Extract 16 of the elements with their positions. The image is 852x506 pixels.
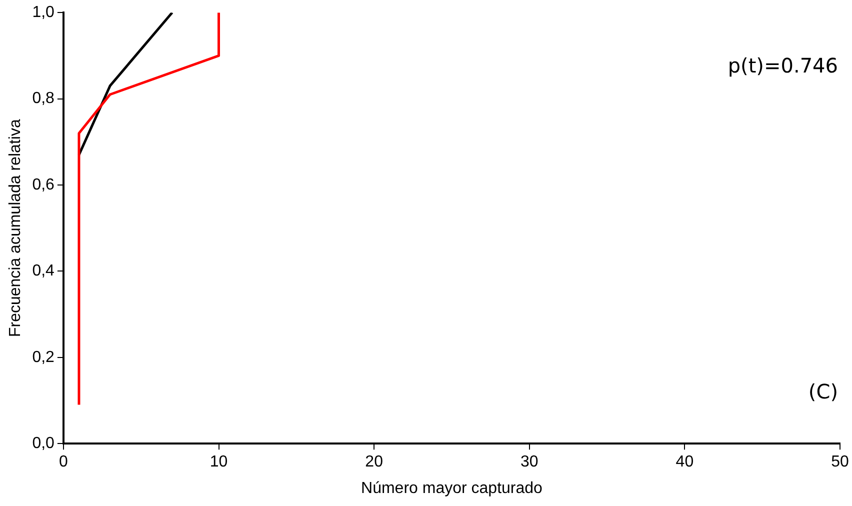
y-tick-label: 0,6	[32, 176, 55, 194]
x-tick-label: 10	[210, 454, 228, 471]
annotation: p(t)=0.746	[728, 54, 838, 78]
y-tick-label: 0,4	[32, 262, 55, 280]
x-tick-label: 0	[58, 454, 68, 471]
annotation: (C)	[808, 380, 838, 404]
x-tick-label: 40	[676, 454, 694, 471]
y-tick-label: 1,0	[32, 4, 55, 22]
y-tick-label: 0,0	[32, 435, 55, 452]
y-axis-title: Frecuencia acumulada relativa	[7, 119, 24, 338]
x-tick-label: 20	[365, 454, 384, 471]
x-axis-title: Número mayor capturado	[361, 480, 543, 497]
x-tick-label: 50	[831, 454, 849, 471]
y-tick-label: 0,8	[32, 90, 55, 108]
y-tick-label: 0,2	[32, 348, 55, 366]
x-tick-label: 30	[520, 454, 538, 471]
